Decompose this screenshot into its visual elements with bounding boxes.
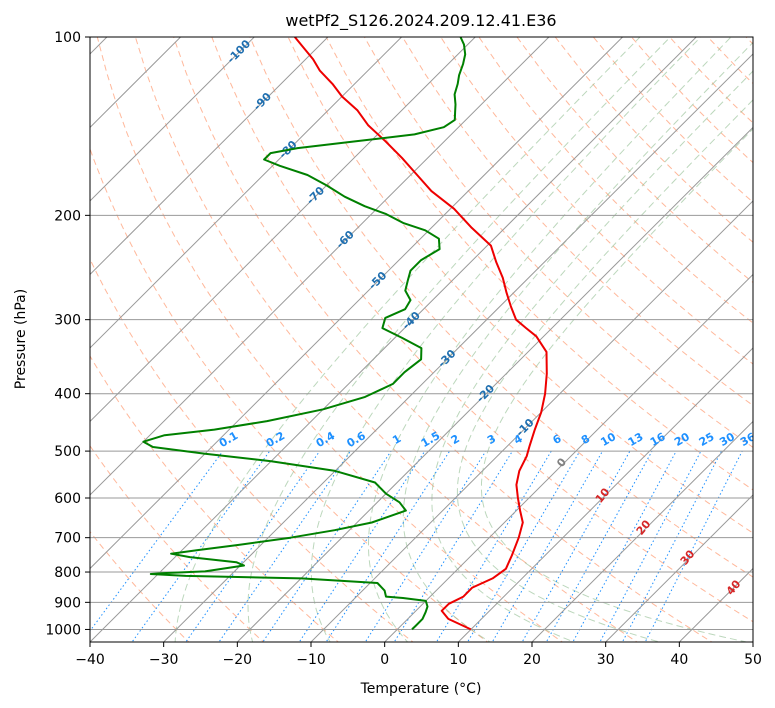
y-axis-title: Pressure (hPa) xyxy=(13,289,29,389)
isotherm-line xyxy=(90,37,329,276)
isotherm-line xyxy=(604,494,753,642)
x-tick-label: 10 xyxy=(449,652,467,668)
isotherm-line xyxy=(90,37,255,202)
isotherm-line xyxy=(236,126,753,642)
x-tick-label: 30 xyxy=(597,652,615,668)
mixing-ratio-line xyxy=(621,450,722,642)
dry-adiabat-line xyxy=(402,37,753,407)
plot-area: -100-90-80-70-60-50-40-30-20-100.1 0.2 0.4… xyxy=(90,37,758,642)
mixing-ratio-line xyxy=(218,450,351,642)
y-tick-label: 200 xyxy=(54,208,81,224)
mixing-ratio-line xyxy=(262,450,392,642)
dry-adiabat-line xyxy=(249,37,753,578)
plot-frame xyxy=(89,36,754,643)
moist-adiabat-line xyxy=(174,37,641,642)
y-tick-label: 300 xyxy=(54,313,81,329)
x-axis: −40 −30 −20 −10 0 10 20 30 40 50 xyxy=(75,642,762,668)
y-tick-label: 800 xyxy=(54,565,81,581)
isotherms xyxy=(90,37,753,642)
y-tick-label: 400 xyxy=(54,387,81,403)
dry-adiabat-line xyxy=(325,37,753,491)
profile-series xyxy=(142,37,548,631)
y-tick-label: 600 xyxy=(54,491,81,507)
isotherm-line xyxy=(457,347,753,642)
mixing-ratio-line xyxy=(599,450,702,642)
dry-adiabat-line xyxy=(90,258,414,642)
isotherm-line xyxy=(90,37,476,423)
x-tick-label: −20 xyxy=(223,652,253,668)
y-tick-label: 500 xyxy=(54,444,81,460)
mixing-ratio-line xyxy=(545,450,653,642)
moist-adiabat-line xyxy=(480,128,753,642)
mixing-ratio-line xyxy=(185,450,321,642)
dry-adiabat-line xyxy=(363,37,753,448)
mixing-ratio-line xyxy=(466,450,581,642)
isotherm-line xyxy=(531,420,753,642)
dry-adiabat-line xyxy=(478,37,753,324)
moist-adiabats xyxy=(174,37,753,642)
isotherm-line xyxy=(90,37,697,642)
isotherm-line xyxy=(90,37,624,570)
isotherm-line xyxy=(90,37,403,349)
mixing-ratio-label: 36 xyxy=(738,430,758,449)
y-tick-label: 900 xyxy=(54,595,81,611)
y-tick-label: 1000 xyxy=(45,622,81,638)
x-axis-title: Temperature (°C) xyxy=(360,681,482,697)
isotherm-line xyxy=(90,37,550,496)
mixing-ratio-lines xyxy=(90,450,743,642)
mixing-ratio-line xyxy=(435,450,552,642)
y-tick-label: 100 xyxy=(54,30,81,46)
x-tick-label: 50 xyxy=(744,652,762,668)
mixing-ratio-line xyxy=(572,450,677,642)
dry-adiabat-line xyxy=(440,37,753,365)
isotherm-line xyxy=(310,200,753,642)
temperature-profile-line xyxy=(294,37,548,631)
mixing-ratio-line xyxy=(90,450,224,632)
x-tick-label: −30 xyxy=(149,652,179,668)
mixing-ratio-line xyxy=(298,450,426,642)
x-tick-label: 0 xyxy=(380,652,389,668)
moist-adiabat-line xyxy=(368,37,732,642)
x-tick-label: −40 xyxy=(75,652,105,668)
mixing-ratio-line xyxy=(644,450,743,642)
isotherm-line xyxy=(383,273,753,642)
x-tick-label: −10 xyxy=(296,652,326,668)
mixing-ratio-line xyxy=(491,450,603,642)
chart-title: wetPf2_S126.2024.209.12.41.E36 xyxy=(285,11,556,31)
dewpoint-profile-line xyxy=(142,37,467,631)
x-tick-label: 40 xyxy=(670,652,688,668)
y-axis: 100 200 300 400 500 600 700 800 900 1000 xyxy=(45,30,90,638)
moist-adiabat-line xyxy=(247,37,671,642)
x-tick-label: 20 xyxy=(523,652,541,668)
mixing-ratio-line xyxy=(521,450,631,642)
y-tick-label: 700 xyxy=(54,531,81,547)
dry-adiabat-line xyxy=(287,37,753,534)
